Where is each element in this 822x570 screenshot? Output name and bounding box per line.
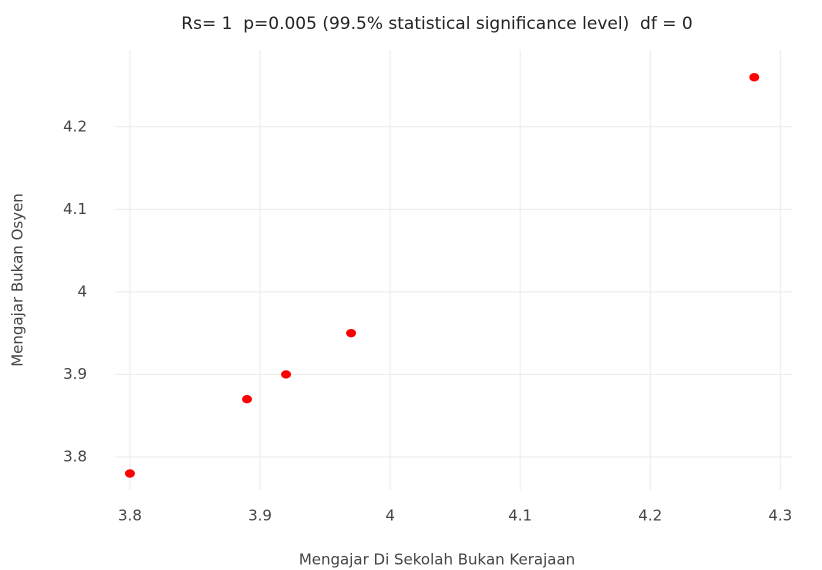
y-tick-label: 3.8 (63, 447, 87, 465)
chart-title: Rs= 1 p=0.005 (99.5% statistical signifi… (181, 14, 692, 34)
x-tick-label: 4.1 (508, 507, 532, 525)
point (749, 73, 760, 82)
point (242, 394, 253, 404)
x-tick-label: 4.3 (768, 507, 792, 525)
x-tick-label: 4 (385, 507, 395, 525)
x-tick-label: 4.2 (638, 507, 662, 525)
point (281, 370, 292, 379)
x-tick-label: 3.9 (248, 507, 272, 525)
y-tick-label: 4.2 (63, 117, 87, 135)
y-tick-label: 4.1 (63, 200, 87, 218)
x-axis-title: Mengajar Di Sekolah Bukan Kerajaan (299, 551, 575, 569)
y-axis-title: Mengajar Bukan Osyen (9, 193, 27, 367)
point (346, 328, 357, 338)
x-tick-label: 3.8 (118, 507, 142, 525)
point (124, 469, 135, 478)
y-tick-label: 4 (77, 282, 87, 300)
y-tick-label: 3.9 (63, 365, 87, 383)
